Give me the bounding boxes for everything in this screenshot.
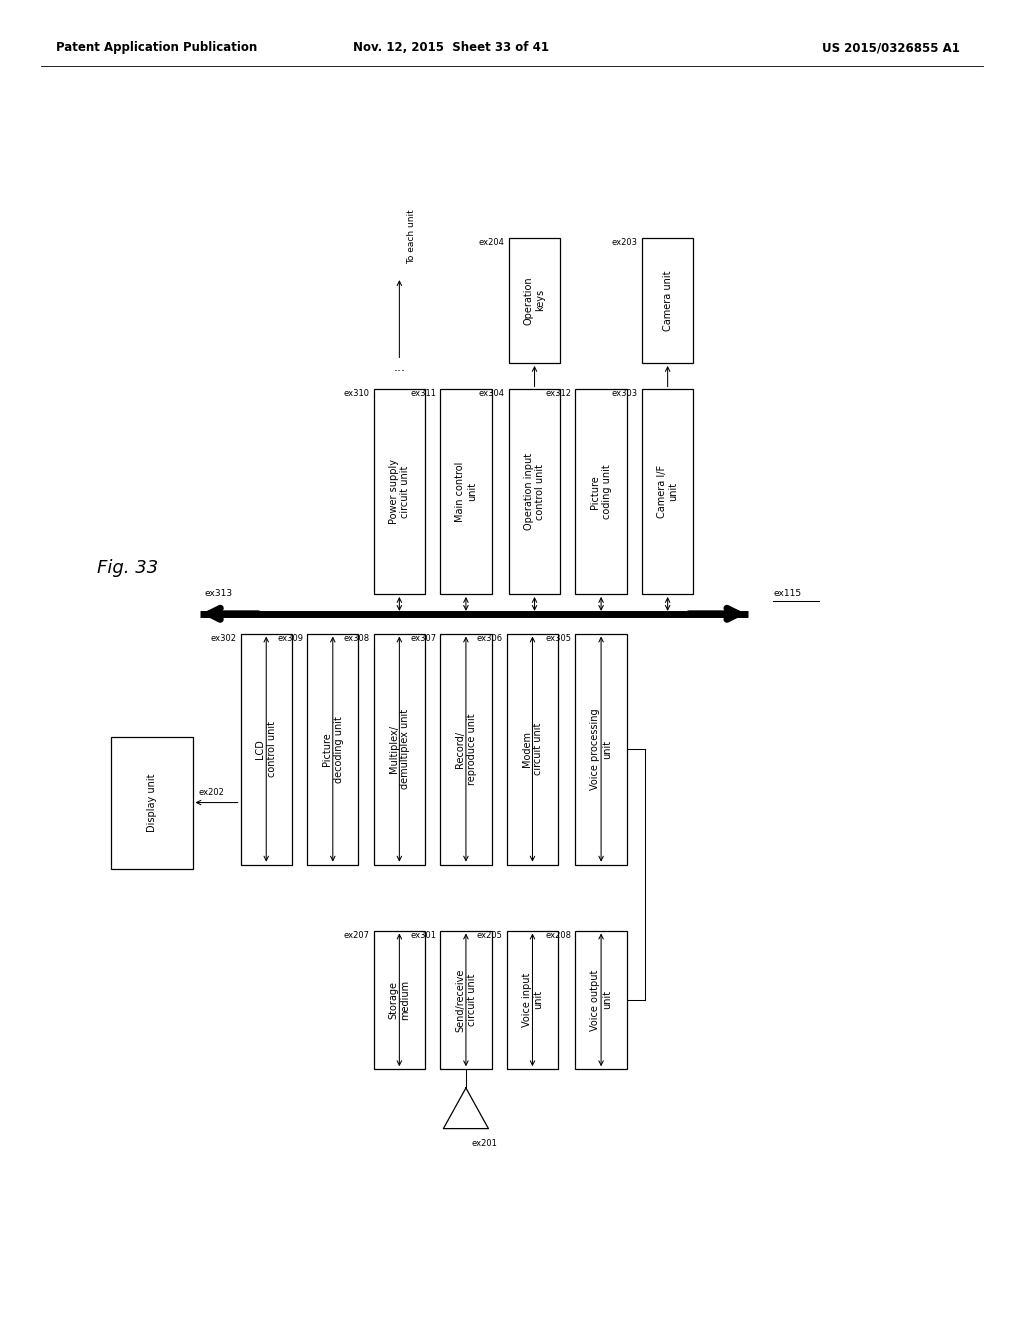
Bar [575, 634, 627, 865]
Text: ex115: ex115 [773, 589, 801, 598]
Text: ex301: ex301 [411, 931, 436, 940]
Text: Picture
coding unit: Picture coding unit [590, 465, 612, 519]
Text: Fig. 33: Fig. 33 [97, 558, 159, 577]
Bar [509, 238, 560, 363]
Text: ex312: ex312 [546, 389, 571, 399]
Text: ex308: ex308 [343, 634, 370, 643]
Bar [307, 634, 358, 865]
Text: Voice processing
unit: Voice processing unit [590, 709, 612, 789]
Text: Picture
decoding unit: Picture decoding unit [322, 715, 344, 783]
Text: Operation input
control unit: Operation input control unit [523, 453, 546, 531]
Text: ex307: ex307 [410, 634, 436, 643]
Text: ex205: ex205 [477, 931, 503, 940]
Text: Modem
circuit unit: Modem circuit unit [521, 723, 544, 775]
Text: ex311: ex311 [411, 389, 436, 399]
Text: Main control
unit: Main control unit [455, 462, 477, 521]
Text: ex304: ex304 [479, 389, 505, 399]
Text: Multiplex/
demultiplex unit: Multiplex/ demultiplex unit [388, 709, 411, 789]
Text: Send/receive
circuit unit: Send/receive circuit unit [455, 968, 477, 1032]
Text: ex303: ex303 [611, 389, 638, 399]
Bar [440, 931, 492, 1069]
Bar [575, 931, 627, 1069]
Bar [642, 389, 693, 594]
Text: ...: ... [393, 360, 406, 374]
Text: Voice output
unit: Voice output unit [590, 969, 612, 1031]
Bar [374, 389, 425, 594]
Text: Operation
keys: Operation keys [523, 276, 546, 325]
Text: ex201: ex201 [471, 1139, 497, 1148]
Bar [507, 634, 558, 865]
Text: ex305: ex305 [546, 634, 571, 643]
Bar [241, 634, 292, 865]
Text: Camera I/F
unit: Camera I/F unit [656, 465, 679, 519]
Text: Record/
reproduce unit: Record/ reproduce unit [455, 713, 477, 785]
Text: ex310: ex310 [344, 389, 370, 399]
Bar [507, 931, 558, 1069]
Text: Power supply
circuit unit: Power supply circuit unit [388, 459, 411, 524]
Text: Patent Application Publication: Patent Application Publication [56, 41, 258, 54]
Text: ex202: ex202 [199, 788, 224, 797]
Text: ex204: ex204 [479, 238, 505, 247]
Text: Voice input
unit: Voice input unit [521, 973, 544, 1027]
Text: ex306: ex306 [476, 634, 503, 643]
Bar [440, 389, 492, 594]
Text: Camera unit: Camera unit [663, 271, 673, 330]
Text: US 2015/0326855 A1: US 2015/0326855 A1 [822, 41, 959, 54]
Text: LCD
control unit: LCD control unit [255, 721, 278, 777]
Text: Nov. 12, 2015  Sheet 33 of 41: Nov. 12, 2015 Sheet 33 of 41 [352, 41, 549, 54]
Bar [111, 737, 193, 869]
Text: Storage
medium: Storage medium [388, 979, 411, 1020]
Bar [374, 931, 425, 1069]
Text: ex309: ex309 [278, 634, 303, 643]
Text: Display unit: Display unit [146, 774, 157, 832]
Text: ex203: ex203 [612, 238, 638, 247]
Bar [575, 389, 627, 594]
Text: ex313: ex313 [205, 589, 232, 598]
Text: ex208: ex208 [546, 931, 571, 940]
Bar [440, 634, 492, 865]
Bar [509, 389, 560, 594]
Text: ex207: ex207 [344, 931, 370, 940]
Bar [374, 634, 425, 865]
Text: To each unit: To each unit [408, 210, 417, 264]
Text: ex302: ex302 [211, 634, 237, 643]
Bar [642, 238, 693, 363]
